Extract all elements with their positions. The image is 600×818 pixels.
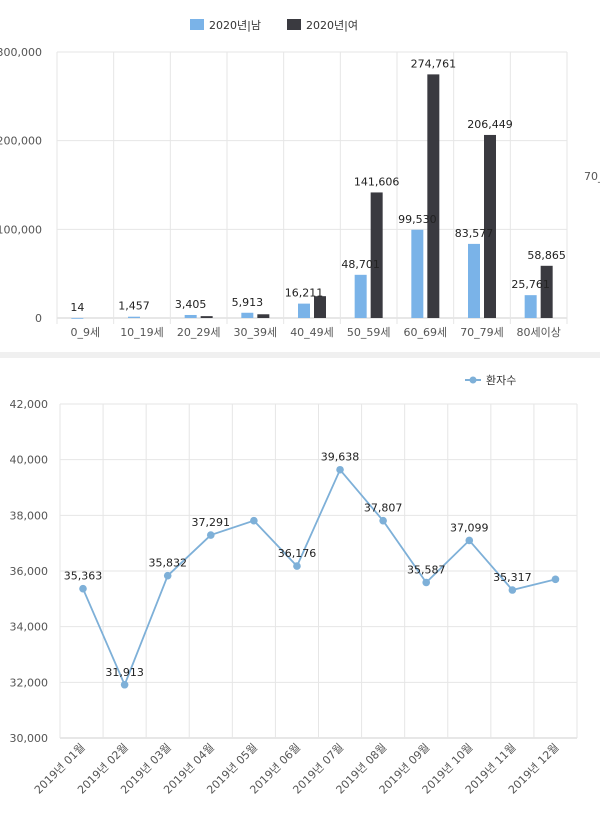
bar-male bbox=[411, 229, 424, 318]
bar-female bbox=[370, 192, 383, 318]
legend-swatch bbox=[287, 19, 301, 30]
bar-female bbox=[484, 134, 496, 318]
data-label: 31,913 bbox=[105, 666, 144, 679]
bar-female bbox=[540, 265, 553, 318]
x-tick-label: 50_59세 bbox=[347, 326, 391, 339]
data-label: 141,606 bbox=[354, 175, 400, 188]
data-label: 99,530 bbox=[398, 213, 437, 226]
x-tick-label: 70_79세 bbox=[460, 326, 504, 339]
bar-male bbox=[354, 274, 367, 318]
bar-male bbox=[128, 316, 140, 318]
data-point bbox=[336, 465, 344, 474]
monthly-patient-line-chart-panel: 30,000 32,000 34,000 36,000 38,000 40,000 42,0… bbox=[0, 358, 600, 814]
data-label: 37,807 bbox=[364, 502, 403, 515]
y-tick-label: 34,000 bbox=[10, 621, 49, 634]
legend-label: 환자수 bbox=[486, 374, 516, 387]
data-point bbox=[163, 571, 172, 580]
data-label: 35,832 bbox=[148, 557, 187, 570]
legend-label: 2020년|남 bbox=[209, 19, 261, 32]
data-point bbox=[508, 586, 517, 594]
data-label: 36,176 bbox=[278, 547, 317, 560]
data-label: 5,913 bbox=[232, 296, 264, 309]
bar-male bbox=[71, 317, 84, 319]
data-label: 37,291 bbox=[192, 516, 231, 529]
x-tick-label: 80세이상 bbox=[516, 326, 560, 339]
bar-male bbox=[468, 243, 480, 318]
y-tick-label: 42,000 bbox=[10, 398, 49, 411]
data-point bbox=[250, 516, 258, 525]
data-label: 39,638 bbox=[321, 451, 360, 464]
age-gender-bar-chart: 0 100,000 200,000 300,000 0_9세 10_19세 20_29세 30… bbox=[0, 19, 600, 339]
bar-male bbox=[184, 314, 197, 318]
y-tick-label: 32,000 bbox=[10, 676, 49, 689]
bar-female bbox=[257, 314, 270, 318]
data-label: 58,865 bbox=[527, 249, 566, 262]
data-label: 1,457 bbox=[118, 300, 150, 313]
data-point bbox=[206, 531, 215, 539]
data-label: 3,405 bbox=[175, 298, 207, 311]
data-point bbox=[379, 516, 387, 525]
y-tick-label: 38,000 bbox=[10, 509, 49, 522]
monthly-patient-line-chart: 30,000 32,000 34,000 36,000 38,000 40,000 42,0… bbox=[10, 374, 578, 797]
bar-female bbox=[427, 74, 440, 319]
y-tick-label: 200,000 bbox=[0, 135, 42, 148]
data-point bbox=[551, 575, 560, 584]
data-label: 48,701 bbox=[341, 258, 380, 271]
x-tick-label: 10_19세 bbox=[120, 326, 164, 339]
data-label: 206,449 bbox=[467, 118, 513, 131]
x-tick-label: 0_9세 bbox=[71, 326, 101, 339]
data-point bbox=[422, 578, 431, 587]
data-label: 35,317 bbox=[493, 571, 532, 584]
data-point bbox=[79, 584, 87, 593]
bar-male bbox=[524, 295, 537, 318]
data-point bbox=[465, 536, 474, 545]
y-tick-label: 40,000 bbox=[10, 454, 49, 467]
bar-male bbox=[298, 303, 310, 318]
y-tick-label: 0 bbox=[35, 312, 42, 325]
y-tick-label: 30,000 bbox=[10, 732, 49, 745]
x-tick-label: 40_49세 bbox=[290, 326, 334, 339]
x-tick-label: 20_29세 bbox=[177, 326, 221, 339]
age-gender-bar-chart-panel: 0 100,000 200,000 300,000 0_9세 10_19세 20_29세 30… bbox=[0, 0, 600, 352]
data-label: 14 bbox=[70, 301, 84, 314]
data-label: 37,099 bbox=[450, 521, 489, 534]
y-tick-label: 36,000 bbox=[10, 565, 49, 578]
data-point bbox=[293, 562, 301, 570]
series-line bbox=[82, 468, 556, 688]
panel-divider bbox=[0, 352, 600, 358]
x-tick-label: 60_69세 bbox=[404, 326, 448, 339]
side-clipped-label: 70_ bbox=[584, 170, 600, 183]
data-point bbox=[120, 680, 129, 689]
bar-male bbox=[241, 312, 254, 318]
y-tick-label: 100,000 bbox=[0, 223, 42, 236]
x-tick-label: 30_39세 bbox=[234, 326, 278, 339]
legend-marker bbox=[469, 376, 477, 384]
legend-label: 2020년|여 bbox=[306, 19, 358, 32]
data-label: 274,761 bbox=[411, 57, 457, 70]
data-label: 83,577 bbox=[455, 227, 494, 240]
y-tick-label: 300,000 bbox=[0, 46, 42, 59]
data-label: 35,587 bbox=[407, 563, 446, 576]
data-label: 35,363 bbox=[64, 570, 103, 583]
data-label: 16,211 bbox=[285, 287, 324, 300]
bar-female bbox=[314, 296, 326, 318]
legend-swatch bbox=[190, 19, 204, 30]
bar-female bbox=[200, 316, 213, 318]
data-label: 25,761 bbox=[511, 278, 550, 291]
